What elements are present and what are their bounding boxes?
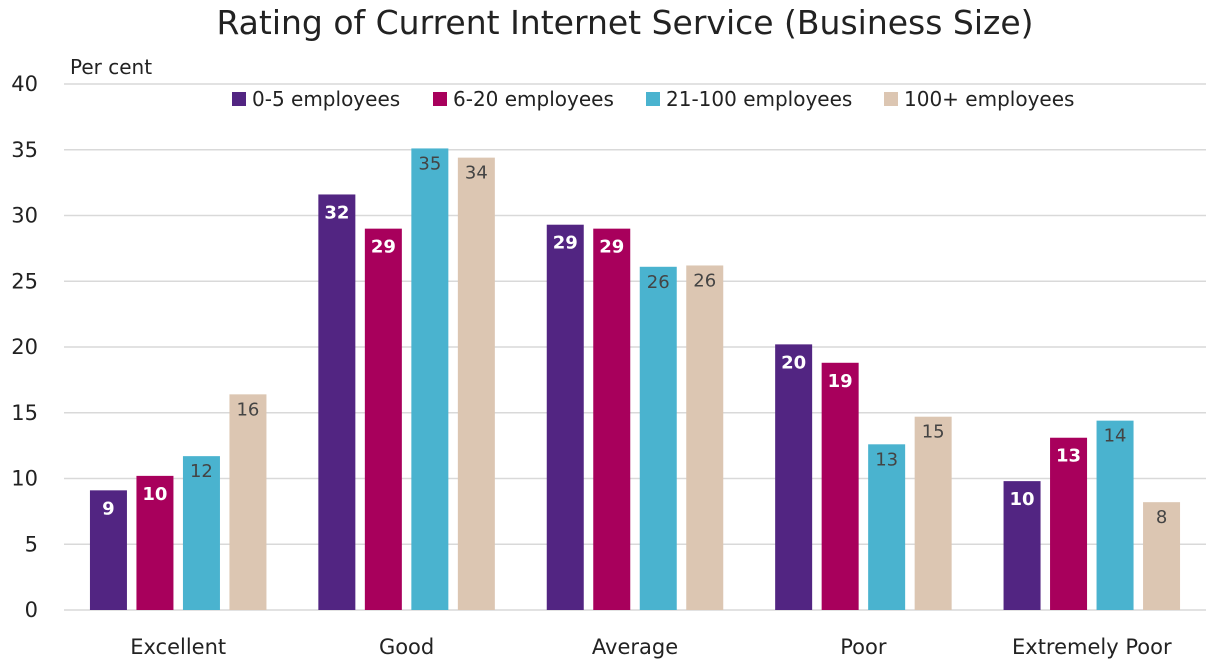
bar (593, 228, 631, 610)
y-axis-ticks: 0 5 10 15 20 25 30 35 40 (11, 72, 38, 622)
y-tick-label: 30 (11, 204, 38, 228)
legend-label: 21-100 employees (666, 87, 852, 111)
data-label: 29 (371, 237, 396, 258)
x-category-label: Excellent (130, 635, 226, 659)
data-label: 15 (922, 422, 945, 443)
y-tick-label: 0 (25, 598, 38, 622)
y-tick-label: 20 (11, 335, 38, 359)
data-label: 19 (828, 371, 853, 392)
y-tick-label: 10 (11, 467, 38, 491)
bar (1143, 502, 1181, 610)
bar (229, 394, 267, 610)
y-tick-label: 5 (25, 532, 38, 556)
bar (914, 416, 952, 610)
data-label: 14 (1104, 426, 1127, 447)
y-tick-label: 15 (11, 401, 38, 425)
bar (639, 266, 677, 610)
legend-label: 0-5 employees (252, 87, 400, 111)
legend-swatch (433, 92, 447, 106)
bar (411, 148, 449, 610)
legend: 0-5 employees 6-20 employees 21-100 employ… (232, 87, 1074, 111)
chart-title: Rating of Current Internet Service (Busi… (216, 3, 1033, 42)
x-category-label: Average (592, 635, 678, 659)
bar (546, 224, 584, 610)
bar (1096, 420, 1134, 610)
legend-swatch (646, 92, 660, 106)
data-label: 9 (102, 498, 115, 519)
bar (1003, 481, 1041, 610)
bar (318, 194, 356, 610)
bar (89, 490, 127, 610)
legend-label: 100+ employees (904, 87, 1074, 111)
legend-swatch (884, 92, 898, 106)
bar (182, 456, 220, 610)
y-tick-label: 40 (11, 72, 38, 96)
bar (821, 362, 859, 610)
bars (89, 148, 1181, 610)
data-label: 12 (190, 461, 213, 482)
bar (1050, 437, 1088, 610)
bar (686, 265, 724, 610)
bar (136, 475, 174, 610)
data-label: 13 (1056, 446, 1081, 467)
data-label: 34 (465, 163, 488, 184)
data-label: 29 (599, 237, 624, 258)
data-labels: 9 10 12 16 32 29 35 34 29 29 26 26 20 19 13 15 10 13 14 8 (102, 153, 1167, 528)
legend-label: 6-20 employees (453, 87, 614, 111)
x-axis-categories: Excellent Good Average Poor Extremely Poor (130, 635, 1172, 659)
bar (868, 444, 906, 610)
x-category-label: Poor (840, 635, 887, 659)
data-label: 26 (693, 270, 716, 291)
data-label: 29 (553, 233, 578, 254)
bar (457, 157, 495, 610)
legend-swatch (232, 92, 246, 106)
y-tick-label: 35 (11, 138, 38, 162)
data-label: 26 (647, 272, 670, 293)
y-tick-label: 25 (11, 269, 38, 293)
data-label: 32 (324, 202, 349, 223)
data-label: 10 (1010, 489, 1035, 510)
x-category-label: Good (379, 635, 434, 659)
data-label: 35 (418, 153, 441, 174)
data-label: 10 (142, 484, 167, 505)
y-axis-unit-label: Per cent (70, 55, 152, 79)
data-label: 13 (875, 449, 898, 470)
data-label: 8 (1156, 507, 1167, 528)
bar (364, 228, 402, 610)
data-label: 16 (236, 399, 259, 420)
bar (775, 344, 813, 610)
x-category-label: Extremely Poor (1012, 635, 1172, 659)
data-label: 20 (781, 352, 806, 373)
